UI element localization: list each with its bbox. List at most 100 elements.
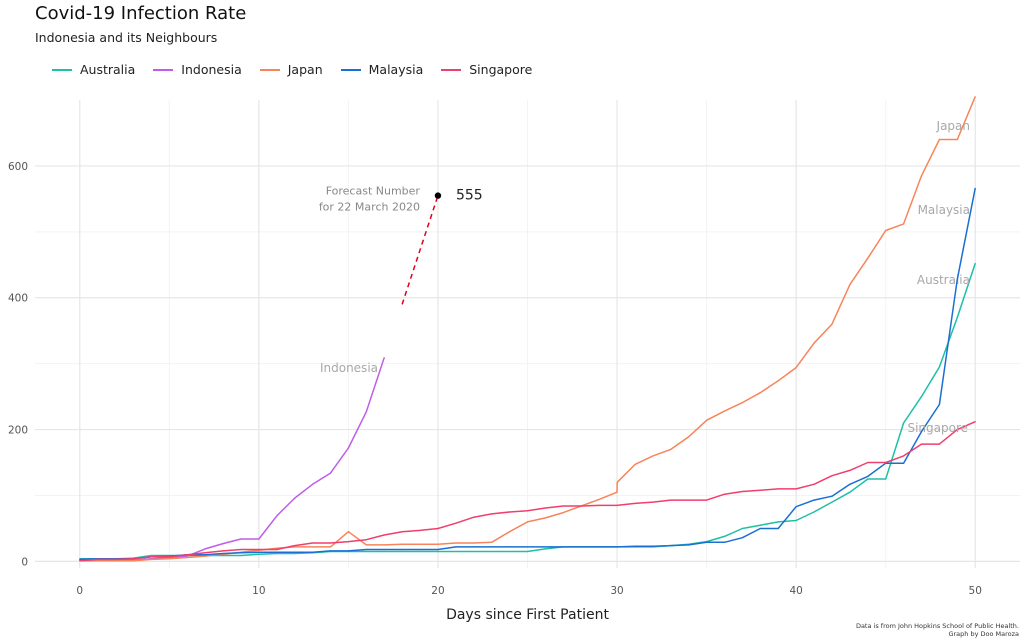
- data-point-australia: [544, 548, 547, 550]
- data-point-australia: [849, 491, 851, 493]
- data-point-singapore: [544, 507, 547, 509]
- data-point-malaysia: [79, 558, 81, 561]
- data-point-japan: [311, 546, 314, 548]
- forecast-value-label: 555: [456, 188, 483, 204]
- chart-subtitle: Indonesia and its Neighbours: [35, 30, 218, 45]
- data-point-malaysia: [974, 187, 976, 189]
- x-tick-label: 50: [969, 585, 982, 597]
- data-point-australia: [383, 550, 385, 553]
- data-point-malaysia: [938, 403, 941, 406]
- data-point-malaysia: [598, 546, 600, 548]
- forecast-label-line1: Forecast Number: [326, 185, 421, 198]
- y-tick-label: 600: [8, 161, 28, 173]
- data-point-singapore: [97, 558, 99, 561]
- chart-title: Covid-19 Infection Rate: [35, 3, 247, 24]
- data-point-singapore: [580, 505, 582, 507]
- data-point-malaysia: [437, 548, 439, 551]
- data-point-malaysia: [741, 537, 744, 539]
- data-point-japan: [920, 175, 923, 177]
- series-end-label-indonesia: Indonesia: [320, 361, 378, 375]
- data-point-malaysia: [526, 546, 529, 548]
- data-point-singapore: [491, 513, 493, 515]
- data-point-japan: [974, 96, 976, 98]
- data-point-australia: [240, 554, 242, 557]
- data-point-malaysia: [455, 546, 457, 548]
- data-point-japan: [831, 323, 833, 325]
- data-point-singapore: [222, 550, 224, 552]
- data-point-japan: [97, 560, 99, 562]
- data-point-japan: [849, 283, 851, 286]
- data-point-singapore: [204, 552, 206, 554]
- data-point-malaysia: [347, 550, 350, 552]
- x-tick-label: 30: [610, 585, 623, 597]
- data-point-australia: [222, 554, 224, 557]
- data-point-australia: [813, 511, 815, 513]
- data-point-singapore: [401, 531, 403, 533]
- data-point-australia: [365, 550, 367, 553]
- data-point-australia: [491, 550, 493, 553]
- data-point-singapore: [938, 443, 941, 445]
- data-point-japan: [741, 401, 744, 404]
- data-point-japan: [634, 463, 636, 466]
- data-point-japan: [401, 543, 403, 545]
- legend-label: Japan: [287, 62, 323, 77]
- data-point-singapore: [276, 548, 278, 551]
- x-axis-title: Days since First Patient: [446, 607, 609, 623]
- data-point-malaysia: [705, 541, 708, 543]
- data-point-singapore: [508, 511, 511, 513]
- data-point-malaysia: [813, 499, 815, 501]
- legend-item-japan: Japan: [259, 62, 323, 77]
- data-point-australia: [150, 554, 153, 557]
- legend: Australia Indonesia Japan Malaysia Singapore: [52, 62, 532, 77]
- data-point-malaysia: [652, 545, 654, 547]
- data-point-singapore: [705, 499, 708, 501]
- caption-credit: Graph by Doo Maroza: [948, 630, 1019, 638]
- data-point-japan: [956, 138, 958, 141]
- data-point-japan: [670, 448, 672, 450]
- data-point-japan: [365, 544, 367, 546]
- y-tick-label: 0: [21, 556, 28, 568]
- legend-swatch: [340, 68, 361, 71]
- data-point-malaysia: [831, 495, 833, 497]
- legend-item-australia: Australia: [52, 62, 135, 77]
- data-point-japan: [347, 531, 350, 533]
- data-point-japan: [795, 367, 797, 369]
- data-point-australia: [885, 478, 887, 480]
- data-point-indonesia: [365, 411, 367, 413]
- data-point-malaysia: [419, 548, 421, 551]
- data-point-japan: [777, 380, 779, 382]
- legend-swatch: [259, 68, 280, 71]
- data-point-japan: [544, 517, 547, 519]
- data-point-australia: [741, 527, 744, 530]
- series-line-indonesia: [79, 357, 385, 561]
- data-point-japan: [938, 138, 941, 141]
- data-point-malaysia: [329, 550, 332, 552]
- data-point-singapore: [813, 483, 815, 485]
- data-point-malaysia: [867, 475, 869, 477]
- data-point-indonesia: [329, 472, 332, 474]
- forecast-point: [434, 192, 442, 199]
- data-point-malaysia: [473, 546, 475, 548]
- data-point-australia: [455, 550, 457, 553]
- data-point-australia: [920, 396, 923, 398]
- data-point-singapore: [79, 560, 81, 562]
- data-point-singapore: [741, 490, 744, 493]
- data-point-singapore: [634, 502, 636, 505]
- data-point-australia: [526, 550, 529, 553]
- data-point-singapore: [437, 527, 439, 530]
- data-point-malaysia: [634, 545, 636, 547]
- data-point-malaysia: [849, 483, 851, 485]
- data-point-japan: [652, 455, 654, 457]
- caption-source: Data is from John Hopkins School of Publ…: [855, 622, 1019, 630]
- data-point-japan: [276, 547, 278, 549]
- data-point-singapore: [902, 455, 905, 457]
- data-point-singapore: [383, 534, 385, 536]
- data-point-malaysia: [276, 551, 278, 553]
- data-point-australia: [473, 550, 475, 553]
- data-point-australia: [867, 478, 869, 480]
- data-point-singapore: [920, 443, 923, 445]
- data-point-singapore: [294, 544, 296, 547]
- data-point-singapore: [455, 522, 457, 524]
- data-point-japan: [813, 342, 815, 344]
- x-tick-label: 40: [789, 585, 802, 597]
